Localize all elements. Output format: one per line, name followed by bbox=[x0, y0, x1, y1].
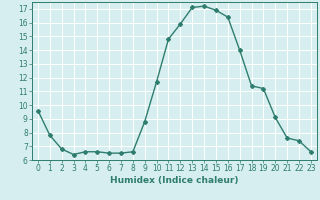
X-axis label: Humidex (Indice chaleur): Humidex (Indice chaleur) bbox=[110, 176, 239, 185]
